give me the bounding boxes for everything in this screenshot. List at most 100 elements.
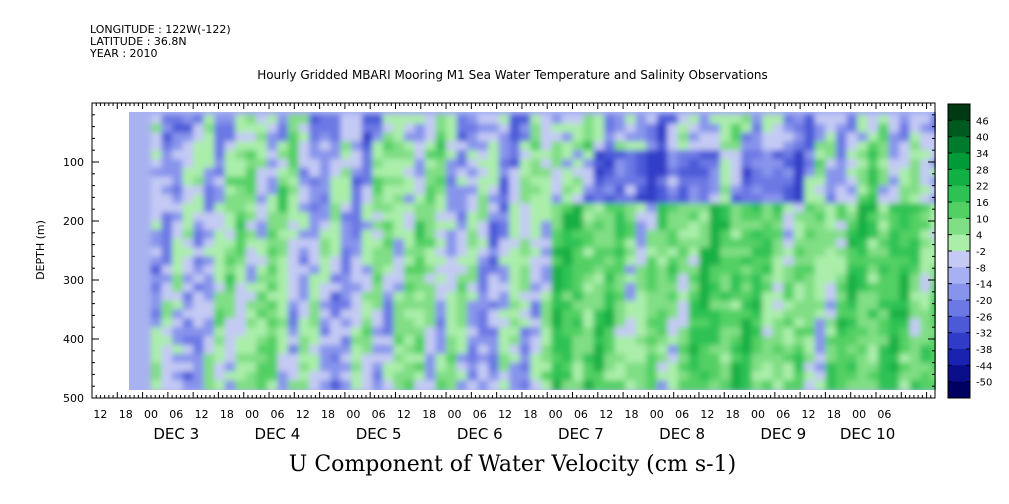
heatmap-cell xyxy=(277,247,290,258)
heatmap-cell xyxy=(667,291,680,303)
heatmap-cell xyxy=(857,247,870,258)
heatmap-cell xyxy=(625,274,638,285)
heatmap-cell xyxy=(667,309,680,320)
heatmap-cell xyxy=(878,238,891,250)
heatmap-cell xyxy=(614,114,627,126)
heatmap-cell xyxy=(709,150,722,161)
heatmap-cell xyxy=(783,336,796,347)
heatmap-cell xyxy=(203,185,216,196)
heatmap-cell xyxy=(193,380,206,390)
heatmap-cell xyxy=(414,291,427,303)
colorbar-label: -8 xyxy=(976,263,986,274)
heatmap-cell xyxy=(256,247,269,258)
heatmap-cell xyxy=(593,123,606,134)
heatmap-cell xyxy=(235,300,248,311)
heatmap-cell xyxy=(793,362,806,373)
heatmap-cell xyxy=(635,203,648,214)
heatmap-cell xyxy=(414,132,427,143)
heatmap-cell xyxy=(182,185,195,196)
heatmap-cell xyxy=(509,336,522,347)
heatmap-cell xyxy=(193,114,206,126)
heatmap-cell xyxy=(720,194,733,205)
heatmap-cell xyxy=(224,176,237,188)
heatmap-cell xyxy=(287,336,301,347)
heatmap-cell xyxy=(561,212,575,223)
heatmap-cell xyxy=(530,141,543,152)
heatmap-cell xyxy=(245,362,258,373)
heatmap-cell xyxy=(488,344,501,356)
heatmap-cell xyxy=(709,344,722,356)
heatmap-cell xyxy=(751,371,764,382)
heatmap-cell xyxy=(161,194,174,205)
heatmap-cell xyxy=(214,344,227,356)
heatmap-cell xyxy=(298,380,311,390)
heatmap-cell xyxy=(361,362,374,373)
heatmap-cell xyxy=(172,221,185,232)
heatmap-cell xyxy=(519,353,532,365)
heatmap-cell xyxy=(235,203,248,214)
heatmap-cell xyxy=(888,274,901,285)
heatmap-cell xyxy=(182,309,195,320)
heatmap-cell xyxy=(762,247,775,258)
heatmap-cell xyxy=(287,123,301,134)
heatmap-cell xyxy=(783,238,796,250)
heatmap-cell xyxy=(456,274,469,285)
heatmap-cell xyxy=(783,327,796,338)
heatmap-cell xyxy=(330,344,343,356)
heatmap-cell xyxy=(688,362,701,373)
heatmap-cell xyxy=(677,221,690,232)
heatmap-cell xyxy=(751,362,764,373)
heatmap-cell xyxy=(488,141,501,152)
heatmap-cell xyxy=(772,221,785,232)
heatmap-cell xyxy=(730,380,743,390)
heatmap-cell xyxy=(561,353,575,365)
x-day-label: DEC 10 xyxy=(840,425,895,443)
x-hour-tick-label: 12 xyxy=(599,408,613,421)
heatmap-cell xyxy=(835,309,848,320)
heatmap-cell xyxy=(509,229,522,241)
heatmap-cell xyxy=(646,282,659,294)
heatmap-cell xyxy=(593,238,606,250)
heatmap-cell xyxy=(762,282,775,294)
heatmap-cell xyxy=(593,291,606,303)
heatmap-cell xyxy=(403,194,416,205)
heatmap-cell xyxy=(846,150,859,161)
heatmap-cell xyxy=(151,114,164,126)
heatmap-cell xyxy=(835,362,848,373)
heatmap-cell xyxy=(846,203,859,214)
heatmap-cell xyxy=(509,265,522,276)
heatmap-cell xyxy=(730,256,743,267)
heatmap-cell xyxy=(751,380,764,390)
heatmap-cell xyxy=(372,291,385,303)
heatmap-cell xyxy=(899,212,912,223)
heatmap-cell xyxy=(762,132,775,143)
heatmap-cell xyxy=(266,265,279,276)
heatmap-cell xyxy=(435,132,448,143)
heatmap-cell xyxy=(814,159,827,170)
heatmap-cell xyxy=(151,176,164,188)
heatmap-cell xyxy=(909,141,922,152)
heatmap-cell xyxy=(424,336,438,347)
heatmap-cell xyxy=(646,167,659,179)
heatmap-cell xyxy=(498,185,511,196)
heatmap-cell xyxy=(604,167,617,179)
heatmap-cell xyxy=(319,203,332,214)
heatmap-cell xyxy=(403,362,416,373)
heatmap-cell xyxy=(372,141,385,152)
heatmap-cell xyxy=(277,212,290,223)
heatmap-cell xyxy=(804,114,817,126)
x-hour-tick-label: 00 xyxy=(144,408,158,421)
colorbar-label: 10 xyxy=(976,214,989,225)
heatmap-cell xyxy=(403,256,416,267)
heatmap-cell xyxy=(614,212,627,223)
heatmap-cell xyxy=(878,194,891,205)
heatmap-cell xyxy=(540,362,553,373)
heatmap-cell xyxy=(193,274,206,285)
heatmap-cell xyxy=(414,185,427,196)
heatmap-cell xyxy=(182,159,195,170)
heatmap-cell xyxy=(814,309,827,320)
heatmap-cell xyxy=(772,256,785,267)
heatmap-cell xyxy=(435,247,448,258)
heatmap-cell xyxy=(762,309,775,320)
heatmap-cell xyxy=(835,282,848,294)
